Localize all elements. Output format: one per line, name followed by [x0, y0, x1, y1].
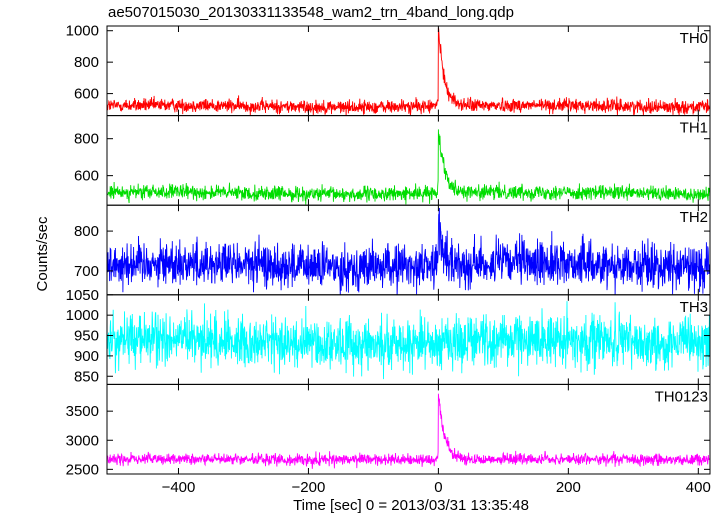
panel-th3: 850 900 950 1000 1050 TH3 — [66, 287, 711, 385]
panel-stack: 600 800 1000 TH0 600 800 TH1 700 800 TH2 850 900 950… — [66, 23, 711, 496]
y-tick-label: 600 — [74, 86, 99, 103]
x-tick-label: 400 — [686, 479, 711, 496]
panel-th2: 700 800 TH2 — [74, 204, 711, 296]
series-line-th0123 — [107, 393, 710, 469]
panel-label-th0123: TH0123 — [655, 388, 708, 405]
y-tick-label: 1000 — [66, 307, 99, 324]
panel-label-th3: TH3 — [680, 299, 708, 316]
y-tick-label: 950 — [74, 328, 99, 345]
panel-label-th2: TH2 — [680, 209, 708, 226]
chart-title: ae507015030_20130331133548_wam2_trn_4ban… — [108, 4, 514, 21]
panel-th1: 600 800 TH1 — [74, 115, 711, 206]
x-tick-label: 0 — [434, 479, 442, 496]
series-line-th2 — [107, 207, 710, 295]
x-axis-label: Time [sec] 0 = 2013/03/31 13:35:48 — [293, 497, 529, 514]
y-tick-label: 1000 — [66, 23, 99, 40]
y-axis-label: Counts/sec — [34, 216, 51, 292]
y-tick-label: 3500 — [66, 403, 99, 420]
panel-th0123: 2500 3000 3500 TH0123 −400 −200 0 200 400 — [66, 383, 711, 496]
y-tick-label: 850 — [74, 368, 99, 385]
panel-th0: 600 800 1000 TH0 — [66, 23, 711, 117]
y-tick-label: 900 — [74, 348, 99, 365]
y-tick-label: 800 — [74, 54, 99, 71]
y-tick-label: 1050 — [66, 287, 99, 304]
y-tick-label: 2500 — [66, 461, 99, 478]
panel-label-th1: TH1 — [680, 120, 708, 137]
y-tick-label: 800 — [74, 131, 99, 148]
panel-label-th0: TH0 — [680, 30, 708, 47]
series-line-th1 — [107, 129, 710, 205]
y-tick-label: 800 — [74, 223, 99, 240]
series-line-th3 — [107, 301, 710, 380]
y-tick-label: 3000 — [66, 432, 99, 449]
y-tick-label: 700 — [74, 263, 99, 280]
panel-frame — [106, 383, 711, 475]
y-tick-label: 600 — [74, 168, 99, 185]
series-line-th0 — [107, 27, 710, 116]
x-tick-label: −200 — [292, 479, 326, 496]
x-tick-label: −400 — [162, 479, 196, 496]
x-tick-label: 200 — [556, 479, 581, 496]
